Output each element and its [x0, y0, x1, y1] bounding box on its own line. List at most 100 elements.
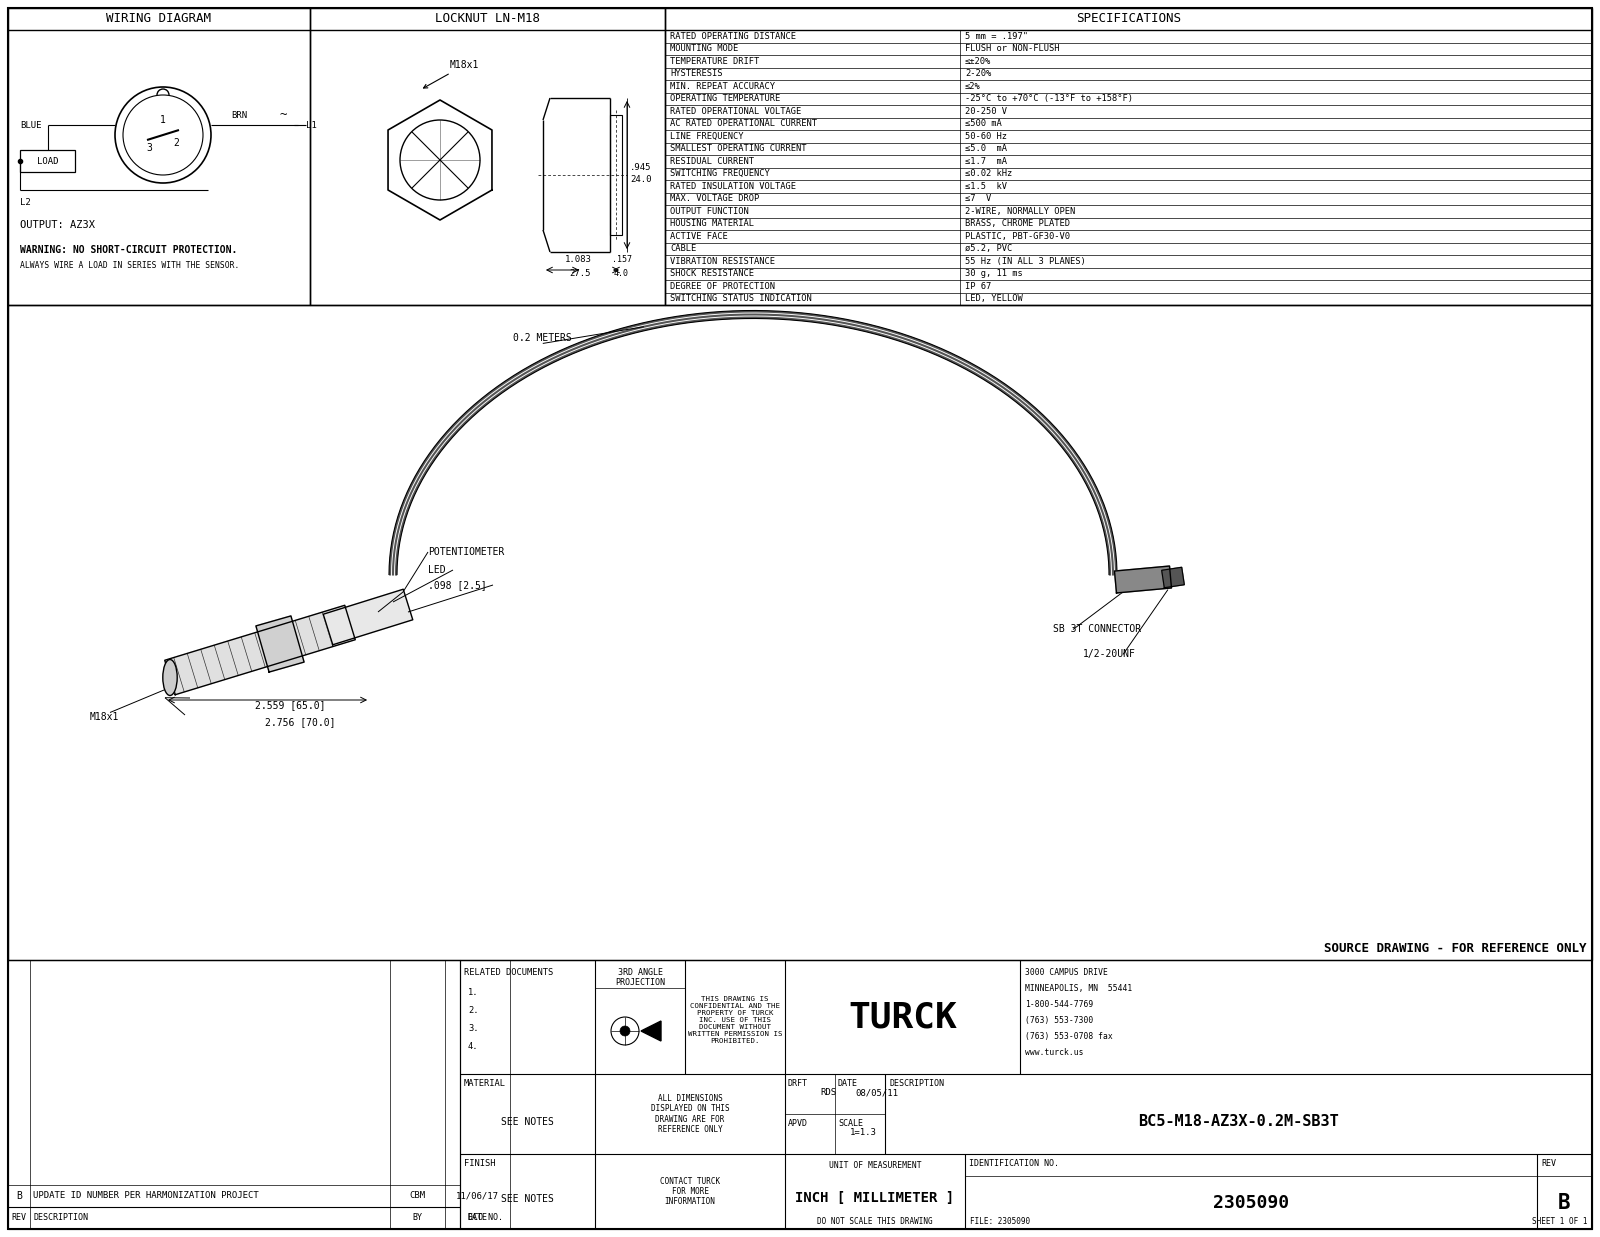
Text: OPERATING TEMPERATURE: OPERATING TEMPERATURE [670, 94, 781, 103]
Text: BY: BY [413, 1213, 422, 1222]
Text: LED: LED [429, 565, 446, 575]
Text: SOURCE DRAWING - FOR REFERENCE ONLY: SOURCE DRAWING - FOR REFERENCE ONLY [1325, 941, 1587, 955]
Text: 2.559 [65.0]: 2.559 [65.0] [254, 700, 325, 710]
Text: ø5.2, PVC: ø5.2, PVC [965, 244, 1013, 254]
Text: RESIDUAL CURRENT: RESIDUAL CURRENT [670, 157, 754, 166]
Text: DATE: DATE [467, 1213, 488, 1222]
Bar [19, 150, 75, 172]
Text: LINE FREQUENCY: LINE FREQUENCY [670, 132, 744, 141]
Text: DRFT: DRFT [787, 1079, 808, 1089]
Text: HOUSING MATERIAL: HOUSING MATERIAL [670, 219, 754, 229]
Text: WARNING: NO SHORT-CIRCUIT PROTECTION.: WARNING: NO SHORT-CIRCUIT PROTECTION. [19, 245, 237, 255]
Text: RATED OPERATIONAL VOLTAGE: RATED OPERATIONAL VOLTAGE [670, 106, 802, 116]
Text: AC RATED OPERATIONAL CURRENT: AC RATED OPERATIONAL CURRENT [670, 119, 818, 129]
Text: 3RD ANGLE: 3RD ANGLE [618, 969, 662, 977]
Text: B: B [16, 1191, 22, 1201]
Text: RELATED DOCUMENTS: RELATED DOCUMENTS [464, 969, 554, 977]
Bar [610, 115, 622, 235]
Polygon shape [256, 616, 304, 672]
Text: ALWAYS WIRE A LOAD IN SERIES WITH THE SENSOR.: ALWAYS WIRE A LOAD IN SERIES WITH THE SE… [19, 261, 240, 270]
Text: BRASS, CHROME PLATED: BRASS, CHROME PLATED [965, 219, 1070, 229]
Text: 27.5: 27.5 [570, 270, 590, 278]
Text: ~: ~ [280, 109, 288, 121]
Bar [666, 7, 1592, 306]
Text: ≤1.7  mA: ≤1.7 mA [965, 157, 1006, 166]
Text: ≤±20%: ≤±20% [965, 57, 992, 66]
Text: DESCRIPTION: DESCRIPTION [34, 1213, 88, 1222]
Polygon shape [1162, 568, 1184, 588]
Text: SB 3T CONNECTOR: SB 3T CONNECTOR [1053, 625, 1141, 635]
Text: 4.0: 4.0 [614, 270, 629, 278]
Text: DESCRIPTION: DESCRIPTION [890, 1079, 944, 1089]
Bar [310, 7, 666, 306]
Text: ≤1.5  kV: ≤1.5 kV [965, 182, 1006, 190]
Text: REV: REV [11, 1213, 27, 1222]
Text: RDS: RDS [819, 1089, 837, 1097]
Text: LED, YELLOW: LED, YELLOW [965, 294, 1022, 303]
Text: 3.: 3. [467, 1024, 478, 1033]
Text: 1/2-20UNF: 1/2-20UNF [1083, 649, 1136, 659]
Text: 2-20%: 2-20% [965, 69, 992, 78]
Text: CBM: CBM [410, 1191, 426, 1200]
Text: 30 g, 11 ms: 30 g, 11 ms [965, 270, 1022, 278]
Text: VIBRATION RESISTANCE: VIBRATION RESISTANCE [670, 257, 774, 266]
Text: FLUSH or NON-FLUSH: FLUSH or NON-FLUSH [965, 45, 1059, 53]
Text: 0.2 METERS: 0.2 METERS [514, 334, 573, 344]
Text: L1: L1 [306, 120, 317, 130]
Text: 5 mm = .197": 5 mm = .197" [965, 32, 1027, 41]
Bar [8, 306, 1592, 960]
Text: 2.: 2. [467, 1006, 478, 1016]
Text: 2: 2 [173, 139, 179, 148]
Text: ACTIVE FACE: ACTIVE FACE [670, 231, 728, 241]
Text: 3: 3 [146, 143, 152, 153]
Text: L2: L2 [19, 198, 30, 207]
Text: PLASTIC, PBT-GF30-V0: PLASTIC, PBT-GF30-V0 [965, 231, 1070, 241]
Bar [461, 960, 1592, 1230]
Text: RATED OPERATING DISTANCE: RATED OPERATING DISTANCE [670, 32, 797, 41]
Text: ALL DIMENSIONS
DISPLAYED ON THIS
DRAWING ARE FOR
REFERENCE ONLY: ALL DIMENSIONS DISPLAYED ON THIS DRAWING… [651, 1094, 730, 1134]
Text: IP 67: IP 67 [965, 282, 992, 291]
Text: 2305090: 2305090 [1213, 1194, 1290, 1212]
Text: MINNEAPOLIS, MN  55441: MINNEAPOLIS, MN 55441 [1026, 983, 1133, 993]
Text: THIS DRAWING IS
CONFIDENTIAL AND THE
PROPERTY OF TURCK
INC. USE OF THIS
DOCUMENT: THIS DRAWING IS CONFIDENTIAL AND THE PRO… [688, 996, 782, 1044]
Ellipse shape [163, 659, 178, 695]
Text: RATED INSULATION VOLTAGE: RATED INSULATION VOLTAGE [670, 182, 797, 190]
Text: IDENTIFICATION NO.: IDENTIFICATION NO. [970, 1159, 1059, 1168]
Text: SHEET 1 OF 1: SHEET 1 OF 1 [1531, 1216, 1587, 1226]
Text: SPECIFICATIONS: SPECIFICATIONS [1075, 12, 1181, 26]
Text: DATE: DATE [838, 1079, 858, 1089]
Text: SEE NOTES: SEE NOTES [501, 1117, 554, 1127]
Text: ≤7  V: ≤7 V [965, 194, 992, 203]
Text: 11/06/17: 11/06/17 [456, 1191, 499, 1200]
Text: SHOCK RESISTANCE: SHOCK RESISTANCE [670, 270, 754, 278]
Text: (763) 553-7300: (763) 553-7300 [1026, 1016, 1093, 1025]
Text: MAX. VOLTAGE DROP: MAX. VOLTAGE DROP [670, 194, 760, 203]
Text: BLUE: BLUE [19, 120, 42, 130]
Text: 3000 CAMPUS DRIVE: 3000 CAMPUS DRIVE [1026, 969, 1107, 977]
Text: 55 Hz (IN ALL 3 PLANES): 55 Hz (IN ALL 3 PLANES) [965, 257, 1086, 266]
Text: 08/05/11: 08/05/11 [854, 1089, 898, 1097]
Text: 1=1.3: 1=1.3 [850, 1128, 877, 1137]
Text: 2.756 [70.0]: 2.756 [70.0] [264, 717, 336, 727]
Text: M18x1: M18x1 [424, 61, 480, 88]
Text: MIN. REPEAT ACCURACY: MIN. REPEAT ACCURACY [670, 82, 774, 90]
Text: HYSTERESIS: HYSTERESIS [670, 69, 723, 78]
Text: CABLE: CABLE [670, 244, 696, 254]
Polygon shape [642, 1021, 661, 1042]
Text: M18x1: M18x1 [90, 713, 120, 722]
Text: -25°C to +70°C (-13°F to +158°F): -25°C to +70°C (-13°F to +158°F) [965, 94, 1133, 103]
Text: MATERIAL: MATERIAL [464, 1079, 506, 1089]
Text: TEMPERATURE DRIFT: TEMPERATURE DRIFT [670, 57, 760, 66]
Polygon shape [165, 605, 355, 695]
Text: ECO NO.: ECO NO. [467, 1213, 502, 1222]
Polygon shape [1115, 567, 1171, 593]
Text: MOUNTING MODE: MOUNTING MODE [670, 45, 738, 53]
Text: ≤500 mA: ≤500 mA [965, 119, 1002, 129]
Text: 1: 1 [160, 115, 166, 125]
Text: INCH [ MILLIMETER ]: INCH [ MILLIMETER ] [795, 1190, 955, 1205]
Text: LOAD: LOAD [37, 157, 58, 166]
Text: 2-WIRE, NORMALLY OPEN: 2-WIRE, NORMALLY OPEN [965, 207, 1075, 215]
Text: B: B [1558, 1192, 1571, 1212]
Text: TURCK: TURCK [848, 999, 957, 1034]
Text: 1.083: 1.083 [565, 256, 592, 265]
